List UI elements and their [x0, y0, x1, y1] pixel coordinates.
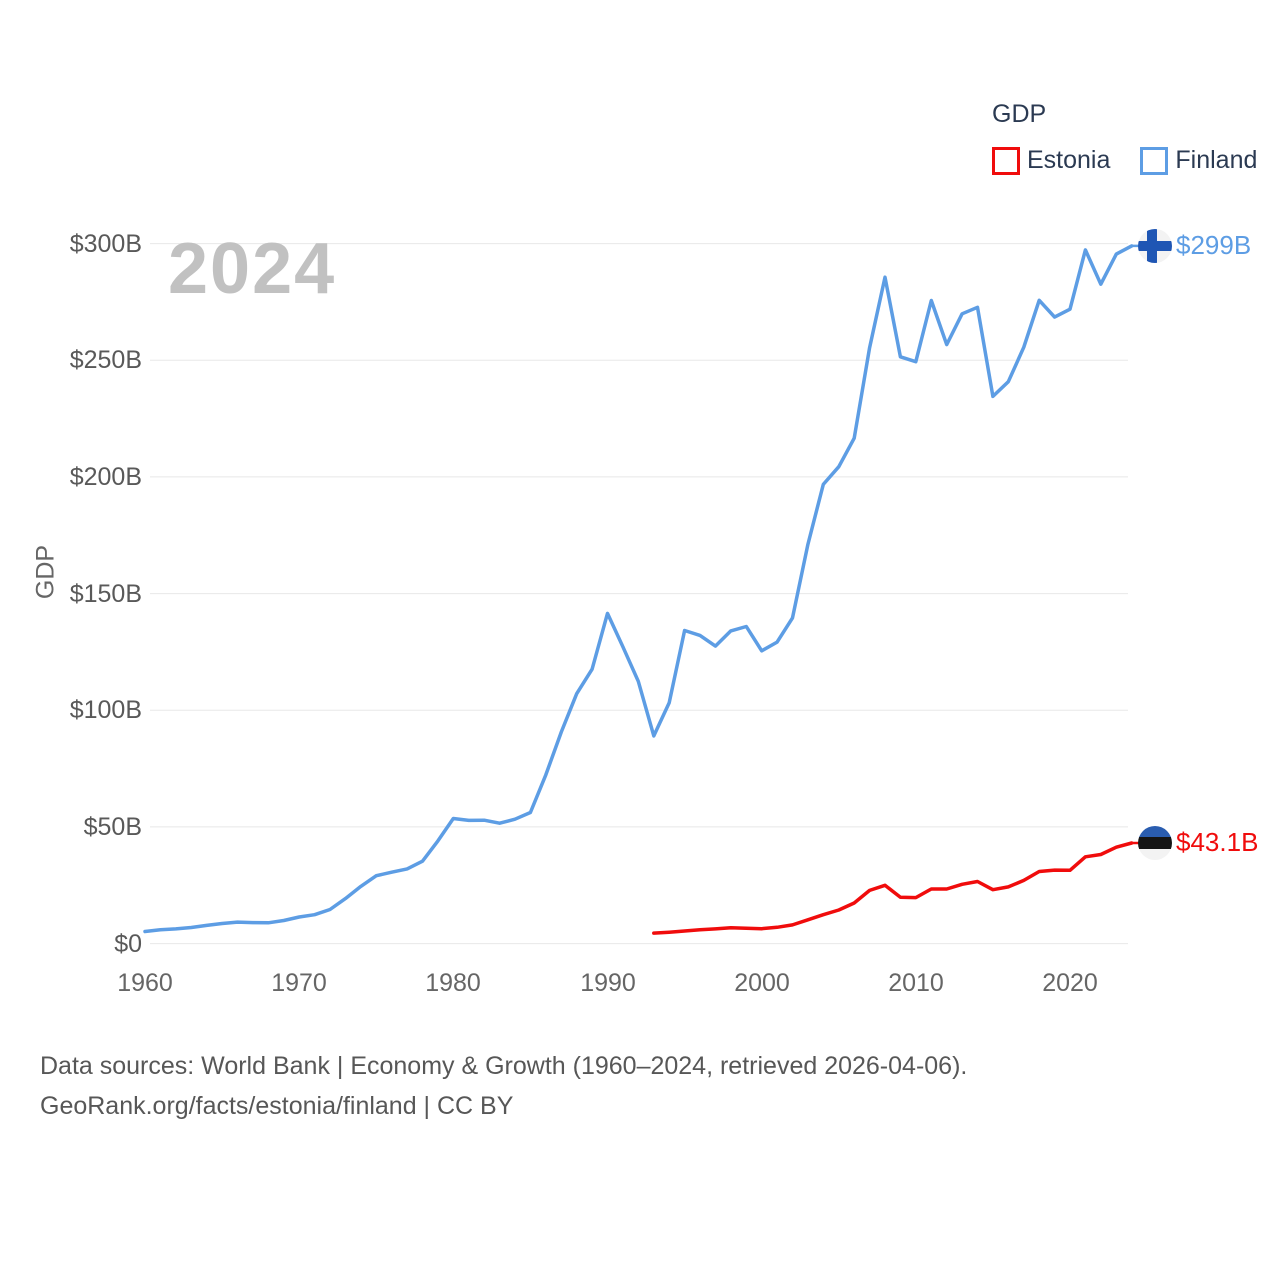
legend-label-finland: Finland: [1175, 146, 1258, 174]
y-tick-label: $50B: [83, 813, 142, 841]
x-tick-label: 2020: [1042, 969, 1098, 997]
finland-swatch-icon: [1140, 146, 1169, 175]
estonia-end-value: $43.1B: [1176, 827, 1259, 857]
x-tick-label: 1960: [117, 969, 173, 997]
y-tick-label: $100B: [69, 696, 142, 724]
x-tick-label: 1970: [271, 969, 327, 997]
year-watermark: 2024: [168, 229, 337, 309]
x-tick-label: 2010: [888, 969, 944, 997]
estonia-band-white: [1138, 849, 1172, 860]
legend-item-estonia[interactable]: Estonia: [992, 146, 1110, 175]
estonia-swatch-icon: [992, 146, 1020, 175]
legend-item-finland[interactable]: Finland: [1140, 146, 1257, 175]
y-tick-label: $150B: [69, 580, 142, 608]
x-tick-label: 1980: [425, 969, 481, 997]
finland-cross-horizontal: [1138, 241, 1172, 251]
finland-flag-icon: [1138, 229, 1172, 263]
legend-title: GDP: [992, 100, 1047, 128]
finland-end-value: $299B: [1176, 230, 1252, 260]
legend-items: Estonia Finland: [992, 146, 1262, 175]
series-line-estonia[interactable]: [652, 841, 1134, 935]
estonia-band-blue: [1138, 826, 1172, 838]
legend: GDP Estonia Finland: [992, 100, 1262, 175]
x-tick-label: 2000: [734, 969, 790, 997]
legend-label-estonia: Estonia: [1027, 146, 1111, 174]
estonia-flag-icon: [1138, 826, 1172, 860]
estonia-band-black: [1138, 837, 1172, 849]
attribution-text: GeoRank.org/facts/estonia/finland | CC B…: [40, 1092, 514, 1120]
y-tick-label: $300B: [69, 230, 142, 258]
y-tick-label: $0: [114, 930, 142, 958]
y-tick-label: $250B: [69, 346, 142, 374]
gdp-line-chart[interactable]: [0, 0, 1280, 1030]
data-sources-text: Data sources: World Bank | Economy & Gro…: [40, 1052, 968, 1080]
y-tick-label: $200B: [69, 463, 142, 491]
x-tick-label: 1990: [580, 969, 636, 997]
series-line-finland[interactable]: [143, 244, 1134, 934]
